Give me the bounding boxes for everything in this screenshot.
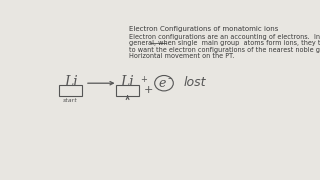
- Text: Electron configurations are an accounting of electrons.  In: Electron configurations are an accountin…: [129, 33, 320, 40]
- Text: start: start: [63, 98, 77, 103]
- Text: +: +: [144, 85, 153, 95]
- Text: Horizontal movement on the PT.: Horizontal movement on the PT.: [129, 53, 235, 59]
- Text: +: +: [140, 75, 147, 84]
- Text: to want the electron configurations of the nearest noble gas.: to want the electron configurations of t…: [129, 47, 320, 53]
- Text: Li: Li: [64, 75, 78, 89]
- Text: e: e: [159, 77, 166, 90]
- Text: -: -: [168, 74, 171, 84]
- Text: Electron Configurations of monatomic ions: Electron Configurations of monatomic ion…: [129, 26, 278, 32]
- Text: general, when single  main group  atoms form ions, they tend: general, when single main group atoms fo…: [129, 40, 320, 46]
- Text: lost: lost: [183, 76, 206, 89]
- Bar: [116, 85, 139, 96]
- Bar: [59, 85, 82, 96]
- Text: Li: Li: [120, 75, 134, 89]
